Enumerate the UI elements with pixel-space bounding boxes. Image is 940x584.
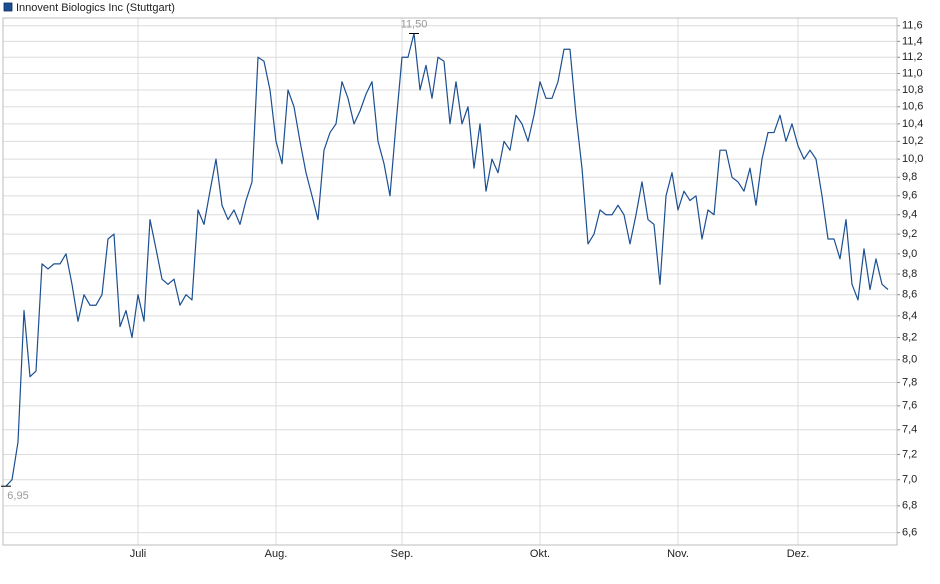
y-tick-label: 10,2: [902, 135, 923, 147]
x-tick-label: Nov.: [667, 548, 689, 560]
plot-area: [3, 18, 897, 545]
y-tick-label: 11,4: [902, 35, 923, 47]
x-tick-label: Aug.: [265, 548, 288, 560]
x-tick-label: Juli: [130, 548, 147, 560]
y-tick-label: 6,8: [902, 500, 917, 512]
y-tick-label: 7,0: [902, 474, 917, 486]
x-tick-label: Okt.: [530, 548, 550, 560]
y-tick-label: 10,4: [902, 118, 923, 130]
y-tick-label: 6,6: [902, 527, 917, 539]
y-tick-label: 9,8: [902, 171, 917, 183]
y-tick-label: 8,4: [902, 310, 917, 322]
y-tick-label: 7,8: [902, 376, 917, 388]
y-tick-label: 7,2: [902, 448, 917, 460]
y-tick-label: 7,4: [902, 424, 917, 436]
x-tick-label: Dez.: [787, 548, 810, 560]
y-tick-label: 8,8: [902, 268, 917, 280]
y-tick-label: 11,6: [902, 20, 923, 32]
y-tick-label: 10,0: [902, 153, 923, 165]
annotation-label: 11,50: [401, 18, 428, 30]
plot-frame: [2, 17, 898, 546]
y-tick-label: 8,6: [902, 289, 917, 301]
y-tick-label: 10,8: [902, 84, 923, 96]
legend: Innovent Biologics Inc (Stuttgart): [3, 2, 175, 14]
y-tick-label: 7,6: [902, 400, 917, 412]
y-tick-label: 8,2: [902, 331, 917, 343]
annotation-label: 6,95: [7, 490, 28, 502]
y-tick-label: 9,0: [902, 248, 917, 260]
y-tick-label: 9,4: [902, 209, 917, 221]
y-tick-label: 11,0: [902, 67, 923, 79]
y-tick-label: 8,0: [902, 354, 917, 366]
legend-label: Innovent Biologics Inc (Stuttgart): [16, 2, 175, 14]
y-tick-label: 10,6: [902, 101, 923, 113]
y-tick-label: 11,2: [902, 51, 923, 63]
y-tick-label: 9,6: [902, 190, 917, 202]
price-line: [5, 32, 889, 487]
legend-swatch: [3, 2, 13, 12]
y-tick-label: 9,2: [902, 228, 917, 240]
x-tick-label: Sep.: [391, 548, 414, 560]
